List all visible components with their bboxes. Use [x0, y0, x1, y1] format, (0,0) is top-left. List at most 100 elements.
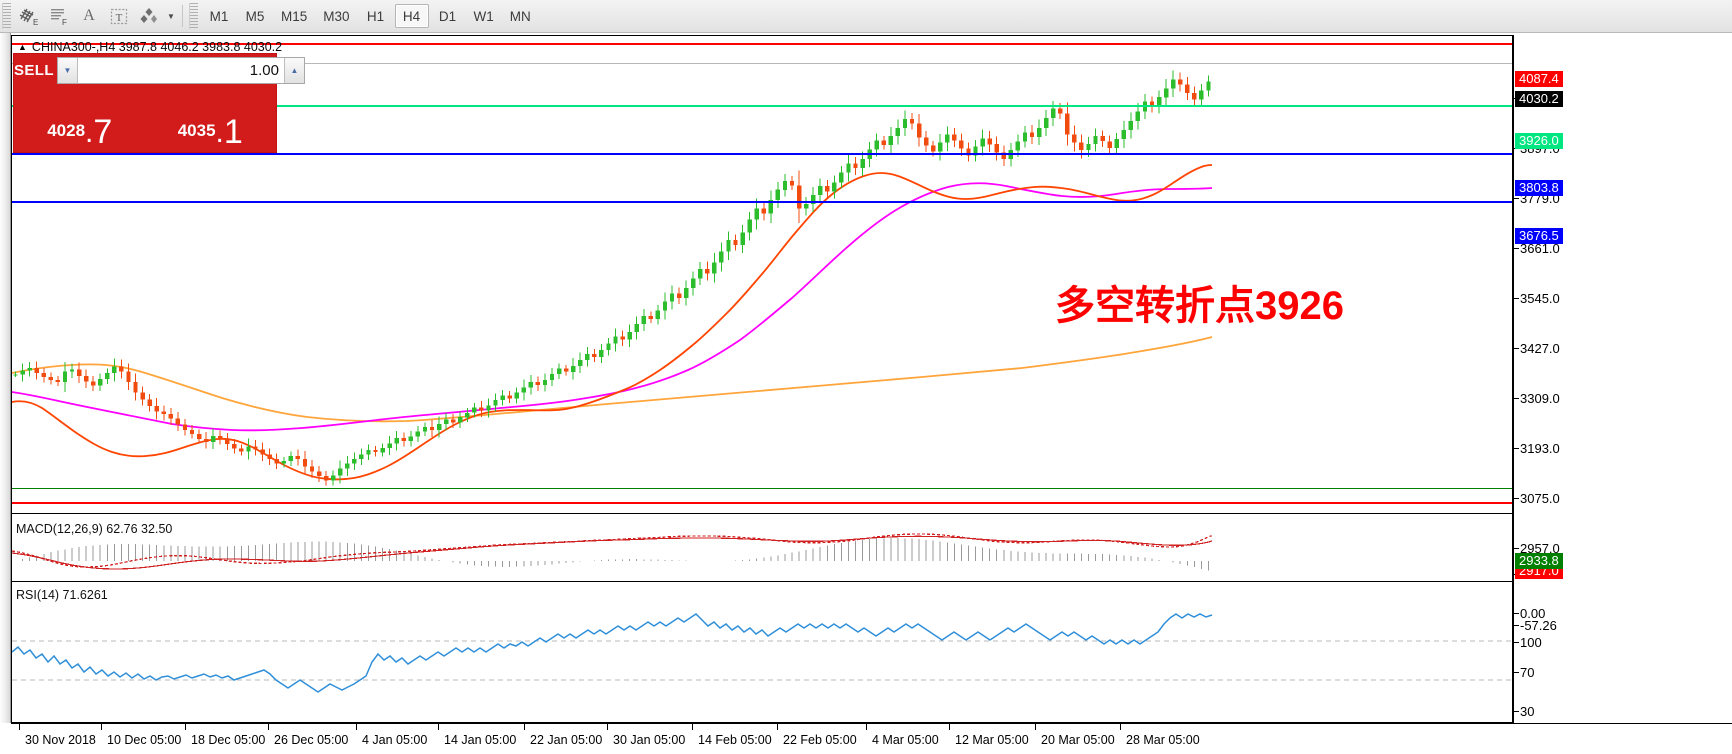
green-level-line-2933: [12, 488, 1512, 489]
objects-icon[interactable]: [134, 2, 164, 30]
buy-price-button[interactable]: 4035 . 1: [146, 87, 274, 152]
price-axis-tick: [1514, 448, 1519, 449]
candle-body: [775, 189, 781, 201]
candle-body: [1051, 108, 1056, 119]
candle-body: [387, 443, 392, 448]
price-axis[interactable]: 4015.03897.03779.03661.03545.03427.03309…: [1513, 35, 1732, 723]
rsi-pane-title: RSI(14) 71.6261: [16, 588, 108, 602]
candle-body: [1206, 81, 1211, 91]
candle-body: [359, 454, 364, 459]
candle-body: [1135, 111, 1141, 122]
candle-body: [41, 373, 46, 377]
candle-body: [34, 368, 39, 374]
candle-body: [1072, 134, 1077, 143]
candle-body: [55, 379, 61, 383]
candle-body: [458, 417, 463, 423]
candle-body: [973, 146, 978, 156]
candle-body: [789, 180, 795, 186]
candle-body: [345, 463, 350, 469]
buy-button[interactable]: BUY: [307, 62, 341, 79]
candle-body: [592, 353, 597, 357]
rsi-pane[interactable]: RSI(14) 71.6261: [12, 584, 1512, 722]
text-label-icon[interactable]: A: [83, 7, 95, 24]
toolbar-grip[interactable]: [2, 3, 11, 29]
candle-body: [225, 438, 230, 445]
volume-increase-icon[interactable]: ▲: [283, 58, 304, 83]
candle-body: [98, 379, 103, 386]
candle-body: [443, 419, 449, 424]
time-axis-tick: [777, 724, 778, 730]
time-axis[interactable]: 30 Nov 2018 10 Dec 05:00 18 Dec 05:00 26 De…: [11, 723, 1732, 754]
price-pane[interactable]: [12, 36, 1512, 511]
candle-body: [69, 369, 75, 372]
candle-body: [712, 262, 717, 274]
time-axis-tick: [524, 724, 525, 730]
candle-body: [923, 137, 929, 146]
macd-pane[interactable]: MACD(12,26,9) 62.76 32.50: [12, 517, 1512, 581]
candle-body: [323, 476, 329, 481]
sell-price-dot: .: [85, 116, 94, 149]
candle-body: [338, 468, 343, 476]
time-axis-label: 30 Nov 2018: [25, 733, 96, 747]
timeframe-w1[interactable]: W1: [473, 8, 494, 24]
price-axis-tick: [1514, 298, 1519, 299]
candle-body: [719, 251, 724, 263]
indicators-list-icon[interactable]: F: [44, 2, 74, 30]
candle-body: [182, 424, 188, 430]
sell-button[interactable]: SELL: [14, 62, 54, 79]
timeframe-m15[interactable]: M15: [281, 8, 308, 24]
candle-body: [232, 444, 237, 449]
ask-line-tag: 4087.4: [1515, 71, 1563, 87]
candle-body: [1029, 132, 1035, 137]
timeframe-d1[interactable]: D1: [438, 8, 457, 24]
candle-body: [1192, 92, 1197, 100]
candle-body: [832, 182, 837, 192]
candle-body: [966, 148, 971, 156]
candle-body: [1199, 90, 1204, 100]
time-axis-label: 14 Feb 05:00: [698, 733, 772, 747]
time-axis-tick: [692, 724, 693, 730]
chart-area[interactable]: ▲ CHINA300-,H4 3987.8 4046.2 3983.8 4030…: [0, 33, 1732, 754]
timeframe-m30[interactable]: M30: [323, 8, 350, 24]
objects-dropdown-caret-icon[interactable]: ▼: [167, 11, 175, 21]
candle-body: [1036, 127, 1042, 137]
candle-body: [535, 382, 541, 386]
chart-left-scroll-strip[interactable]: [0, 33, 11, 723]
volume-decrease-icon[interactable]: ▼: [57, 58, 78, 83]
candle-body: [676, 293, 682, 298]
timeframe-h4[interactable]: H4: [394, 4, 429, 28]
candle-body: [422, 426, 428, 432]
candle-body: [683, 288, 689, 298]
candle-body: [1156, 97, 1162, 107]
candle-body: [83, 375, 89, 382]
candle-body: [818, 186, 823, 195]
one-click-trading-panel[interactable]: SELL ▼ ▲ BUY 4028 . 7 4035 . 1: [13, 53, 340, 153]
expert-advisors-icon[interactable]: E: [14, 2, 44, 30]
sell-price-button[interactable]: 4028 . 7: [16, 87, 144, 149]
timeframe-mn[interactable]: MN: [509, 8, 531, 24]
volume-stepper[interactable]: ▼ ▲: [56, 57, 305, 84]
candle-body: [726, 240, 731, 252]
candle-body: [811, 195, 816, 204]
buy-price-decimal: 1: [223, 113, 243, 152]
timeframe-h1[interactable]: H1: [366, 8, 385, 24]
timeframe-m1[interactable]: M1: [209, 8, 229, 24]
timeframe-grip[interactable]: [189, 3, 198, 29]
candle-body: [1100, 136, 1105, 142]
volume-input[interactable]: [77, 58, 284, 83]
price-axis-tick: [1514, 198, 1519, 199]
price-axis-tick: [1514, 548, 1519, 549]
text-box-icon[interactable]: T: [104, 2, 134, 30]
price-axis-tick: [1514, 398, 1519, 399]
price-axis-label: 2957.0: [1520, 541, 1560, 556]
timeframe-m5[interactable]: M5: [245, 8, 265, 24]
candle-body: [401, 438, 406, 442]
time-axis-tick: [268, 724, 269, 730]
price-axis-tick: [1514, 248, 1519, 249]
green-price-tag: 2933.8: [1515, 553, 1563, 569]
chart-toolbar: E F A T: [0, 0, 1732, 33]
one-click-trading-controls: SELL ▼ ▲ BUY: [14, 54, 340, 87]
price-axis-label: 3661.0: [1520, 241, 1560, 256]
svg-text:T: T: [116, 12, 123, 24]
candle-body: [479, 407, 484, 411]
